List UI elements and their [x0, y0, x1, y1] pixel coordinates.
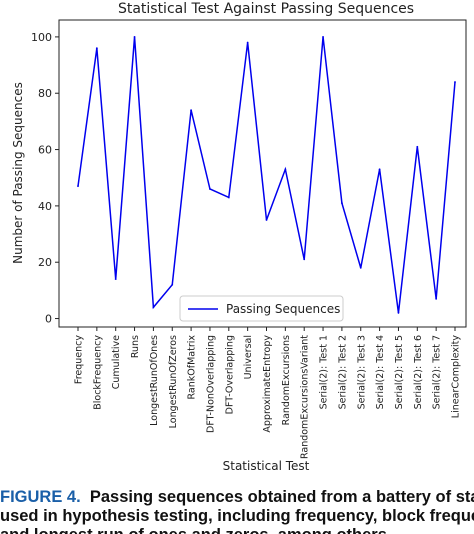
x-tick-label: RandomExcursionsVariant — [300, 335, 311, 459]
chart-title: Statistical Test Against Passing Sequenc… — [118, 1, 414, 17]
caption-line-3: and longest run of ones and zeros, among… — [0, 526, 391, 534]
data-point — [435, 297, 438, 300]
caption-line-1: FIGURE 4. Passing sequences obtained fro… — [0, 488, 474, 507]
legend-label: Passing Sequences — [226, 302, 340, 316]
x-tick-label: Cumulative — [111, 335, 122, 389]
line-chart: Statistical Test Against Passing Sequenc… — [11, 1, 467, 473]
data-point — [322, 35, 324, 38]
plot-area — [58, 19, 467, 328]
x-tick-label: Serial(2): Test 7 — [432, 335, 443, 409]
data-point — [114, 278, 117, 281]
data-point — [246, 41, 249, 44]
data-point — [152, 306, 155, 309]
data-point — [209, 188, 211, 190]
y-axis: 0 20 40 60 80 100 — [31, 31, 59, 326]
x-tick-label: LongestRunOfOnes — [149, 335, 160, 426]
legend-box — [179, 295, 344, 322]
x-tick-label: Serial(2): Test 3 — [356, 335, 367, 409]
x-tick-label: LongestRunOfZeros — [168, 335, 179, 428]
x-axis: Frequency BlockFrequency Cumulative Runs Lon… — [74, 327, 462, 459]
x-tick-label: ApproximateEntropy — [262, 335, 273, 433]
data-point — [265, 219, 268, 221]
x-tick-label: Universal — [243, 335, 254, 379]
y-tick-label: 0 — [45, 313, 52, 326]
series-layer — [77, 35, 456, 314]
y-tick-label: 100 — [31, 31, 52, 44]
series-line-passing-sequences — [77, 36, 456, 314]
caption-text-1: Passing sequences obtained from a batter… — [89, 488, 474, 506]
y-tick-label: 60 — [38, 144, 52, 157]
data-point — [77, 185, 79, 188]
x-tick-label: RandomExcursions — [281, 335, 292, 425]
x-tick-label: Serial(2): Test 2 — [337, 335, 348, 409]
figure-caption: FIGURE 4. Passing sequences obtained fro… — [0, 488, 474, 534]
x-tick-label: RankOfMatrix — [187, 335, 198, 400]
data-point — [454, 81, 456, 83]
x-tick-label: DFT-NonOverlapping — [205, 335, 216, 433]
x-tick-label: Runs — [130, 335, 141, 358]
x-tick-label: Serial(2): Test 5 — [394, 335, 405, 409]
data-point — [227, 196, 230, 199]
data-point — [303, 258, 306, 261]
x-axis-label: Statistical Test — [223, 459, 310, 473]
x-tick-label: LinearComplexity — [451, 335, 462, 419]
caption-line-2: used in hypothesis testing, including fr… — [0, 507, 474, 525]
x-tick-label: Serial(2): Test 4 — [375, 335, 386, 409]
data-point — [95, 47, 98, 50]
figure-label: FIGURE 4. — [0, 488, 81, 506]
y-axis-label: Number of Passing Sequences — [11, 82, 25, 264]
y-tick-label: 80 — [38, 87, 52, 100]
x-tick-label: Serial(2): Test 1 — [319, 335, 330, 409]
legend: Passing Sequences — [179, 295, 344, 322]
data-point — [171, 283, 174, 286]
data-point — [397, 312, 400, 314]
x-tick-label: Frequency — [74, 335, 85, 384]
x-tick-label: BlockFrequency — [92, 335, 103, 410]
data-point — [284, 168, 287, 171]
data-point — [341, 202, 343, 204]
x-tick-label: DFT-Overlapping — [224, 335, 235, 414]
data-point — [133, 35, 136, 38]
data-point — [190, 109, 193, 112]
data-point — [359, 266, 362, 269]
y-tick-label: 20 — [38, 256, 52, 269]
y-tick-label: 40 — [38, 200, 52, 213]
data-point — [416, 145, 419, 148]
x-tick-label: Serial(2): Test 6 — [413, 335, 424, 409]
data-point — [378, 168, 381, 171]
